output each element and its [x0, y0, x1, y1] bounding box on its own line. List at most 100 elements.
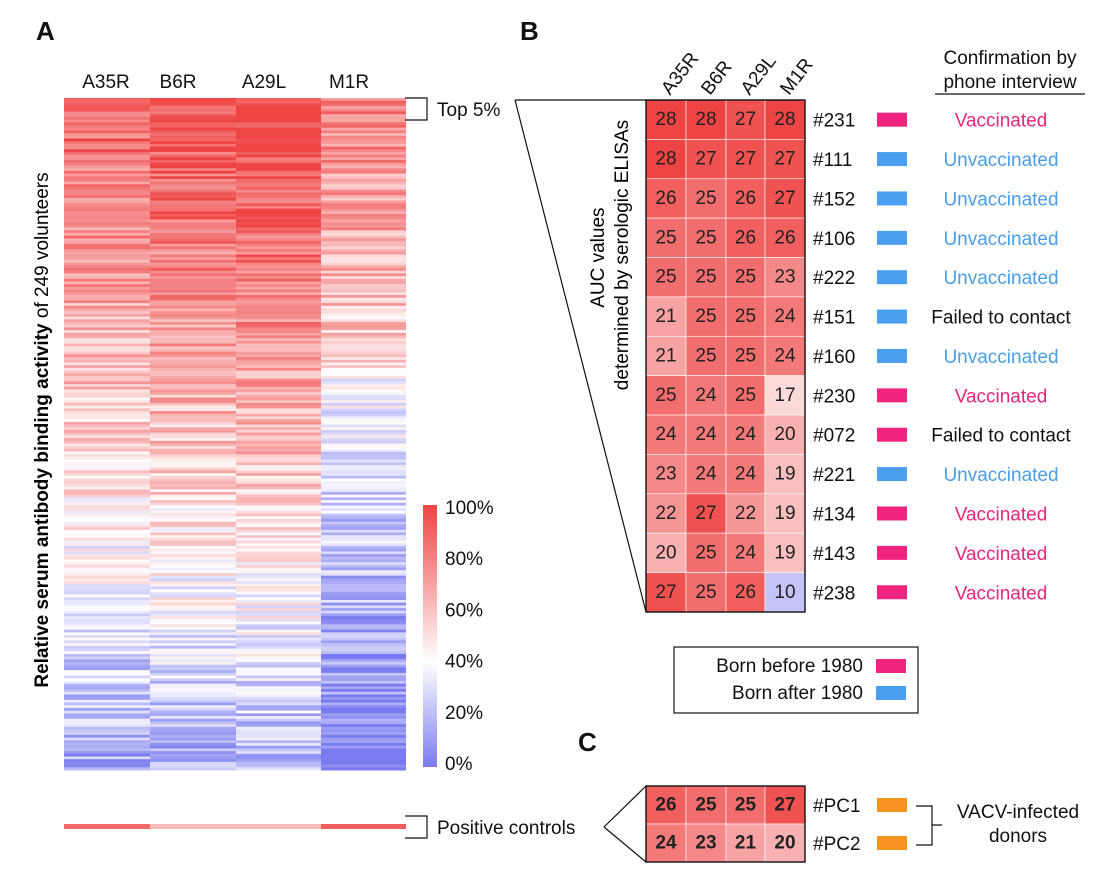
birth-year-swatch	[877, 112, 907, 127]
panel-a-heatmap-cell	[236, 599, 321, 604]
panel-a-heatmap-cell	[150, 127, 236, 131]
panel-a-heatmap-cell	[150, 605, 236, 609]
panel-a-heatmap-cell	[321, 562, 406, 566]
panel-a-heatmap-cell	[321, 211, 406, 215]
panel-b-cell-value: 24	[695, 424, 717, 445]
panel-a-heatmap-cell	[64, 680, 150, 685]
panel-a-heatmap-cell	[236, 651, 321, 655]
panel-a-heatmap-cell	[150, 548, 236, 552]
panel-a-heatmap-cell	[321, 751, 406, 755]
panel-b-cell-value: 23	[655, 464, 676, 485]
panel-a-heatmap-cell	[64, 689, 150, 693]
panel-a-heatmap-cell	[64, 170, 150, 175]
panel-a-heatmap-cell	[321, 605, 406, 609]
panel-a-heatmap-cell	[64, 141, 150, 145]
panel-a-heatmap-cell	[150, 540, 236, 544]
panel-a-heatmap-cell	[321, 637, 406, 641]
panel-a-heatmap-cell	[236, 138, 321, 142]
panel-a-heatmap-cell	[321, 141, 406, 145]
panel-a-heatmap-cell	[321, 273, 406, 277]
panel-a-heatmap-cell	[64, 313, 150, 318]
panel-a-heatmap-cell	[64, 724, 150, 728]
panel-a-heatmap-cell	[236, 114, 321, 118]
confirmation-status: Unvaccinated	[943, 465, 1058, 486]
panel-a-heatmap-cell	[236, 397, 321, 401]
panel-a-heatmap-cell	[236, 354, 321, 358]
panel-a-heatmap-cell	[321, 421, 406, 426]
panel-b-cell-value: 24	[735, 464, 757, 485]
panel-b-cell-value: 24	[735, 542, 757, 563]
panel-a-heatmap-cell	[150, 168, 236, 172]
confirmation-status: Vaccinated	[955, 386, 1048, 407]
panel-a-heatmap-cell	[236, 181, 321, 185]
panel-b-cell-value: 25	[695, 188, 716, 209]
panel-a-heatmap-cell	[64, 116, 150, 121]
panel-a-heatmap-cell	[236, 726, 321, 730]
panel-a-heatmap-cell	[321, 343, 406, 347]
panel-a-heatmap-cell	[321, 551, 406, 555]
panel-a-heatmap-cell	[236, 249, 321, 253]
panel-a-heatmap-cell	[150, 143, 236, 148]
panel-a-heatmap-cell	[64, 138, 150, 142]
panel-a-heatmap-cell	[150, 589, 236, 593]
panel-a-heatmap-cell	[64, 384, 150, 388]
panel-a-heatmap-cell	[236, 546, 321, 550]
legend-frame	[673, 646, 919, 714]
panel-a-heatmap-cell	[236, 381, 321, 385]
panel-a-heatmap-cell	[64, 259, 150, 264]
panel-c-cell-value: 27	[774, 795, 795, 816]
panel-a-heatmap-cell	[236, 270, 321, 274]
panel-a-heatmap-cell	[236, 551, 321, 555]
panel-a-heatmap-cell	[321, 246, 406, 250]
panel-a-heatmap-cell	[236, 707, 321, 712]
panel-a-heatmap-cell	[321, 181, 406, 185]
panel-a-heatmap-cell	[64, 362, 150, 366]
panel-a-heatmap-cell	[64, 305, 150, 309]
panel-b-cell-value: 10	[774, 582, 795, 603]
panel-a-heatmap-cell	[236, 680, 321, 685]
panel-a-heatmap-cell	[150, 111, 236, 115]
panel-a-heatmap-cell	[150, 529, 236, 533]
panel-a-heatmap-cell	[236, 724, 321, 728]
panel-a-heatmap-cell	[321, 635, 406, 639]
panel-a-heatmap-cell	[321, 311, 406, 315]
panel-a-heatmap-cell	[321, 510, 406, 515]
panel-a-heatmap-cell	[64, 235, 150, 239]
panel-a-heatmap-cell	[321, 597, 406, 601]
panel-a-heatmap-cell	[150, 680, 236, 685]
panel-a-heatmap-cell	[321, 346, 406, 350]
panel-a-heatmap-cell	[236, 432, 321, 436]
birth-year-swatch	[877, 427, 907, 442]
panel-a-heatmap-cell	[236, 624, 321, 628]
confirmation-header-line1: Confirmation by	[943, 48, 1077, 69]
panel-a-heatmap-cell	[64, 632, 150, 636]
panel-b-col-label: A29L	[737, 51, 781, 99]
panel-a-heatmap-cell	[64, 502, 150, 506]
panel-a-heatmap-cell	[321, 516, 406, 520]
panel-a-heatmap-cell	[150, 162, 236, 166]
panel-a-heatmap-cell	[150, 246, 236, 250]
panel-a-heatmap-cell	[321, 505, 406, 509]
panel-a-heatmap-cell	[150, 216, 236, 220]
panel-a-heatmap-cell	[150, 135, 236, 139]
panel-a-heatmap-cell	[321, 699, 406, 703]
panel-a-heatmap-cell	[64, 257, 150, 261]
panel-a-heatmap-cell	[321, 740, 406, 744]
positive-controls-bracket	[405, 815, 428, 839]
panel-b-cell-value: 27	[695, 503, 716, 524]
panel-b-cell-value: 19	[774, 542, 795, 563]
panel-a-heatmap-cell	[236, 238, 321, 242]
panel-a-heatmap-cell	[150, 562, 236, 566]
panel-a-heatmap-cell	[321, 340, 406, 345]
colorbar-tick-label: 100%	[445, 498, 494, 519]
panel-a-heatmap-cell	[321, 373, 406, 377]
panel-a-heatmap-cell	[64, 702, 150, 706]
panel-a-heatmap-cell	[150, 181, 236, 185]
panel-a-heatmap-cell	[321, 292, 406, 296]
panel-a-heatmap-cell	[64, 446, 150, 450]
panel-a-heatmap-cell	[236, 527, 321, 531]
panel-c-heatmap: 26 25 25 27 24 23 21 20	[645, 785, 806, 863]
panel-a-heatmap-cell	[321, 241, 406, 245]
panel-a-heatmap-cell	[236, 141, 321, 145]
panel-a-heatmap-cell	[150, 286, 236, 291]
